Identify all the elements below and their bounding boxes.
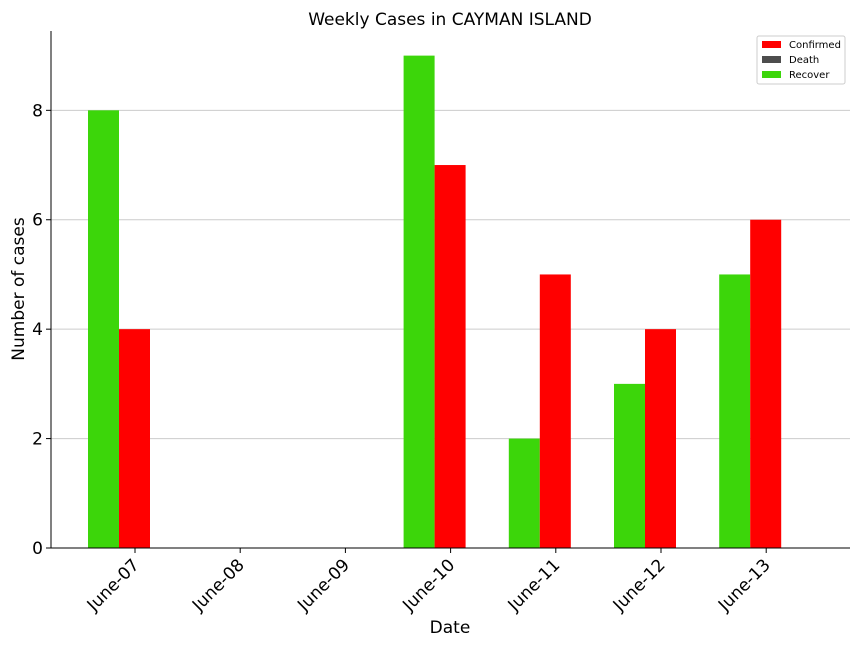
y-axis-ticks: 0 2 4 6 8 xyxy=(32,101,51,559)
bar-confirmed xyxy=(539,274,571,548)
legend-label: Death xyxy=(789,55,819,66)
legend-label: Confirmed xyxy=(789,40,841,51)
chart-title: Weekly Cases in CAYMAN ISLAND xyxy=(308,10,592,30)
x-axis-ticks: June-07 June-08 June-09 June-10 June-11 June-… xyxy=(83,548,775,616)
x-tick-label: June-12 xyxy=(609,555,670,616)
x-tick-label: June-09 xyxy=(293,555,354,616)
legend-label: Recover xyxy=(789,70,830,81)
legend-swatch xyxy=(762,41,781,48)
y-axis-label: Number of cases xyxy=(9,217,29,361)
y-tick-label: 8 xyxy=(32,101,43,121)
bar-recover xyxy=(614,383,645,548)
bar-confirmed xyxy=(645,329,676,548)
x-tick-label: June-11 xyxy=(504,555,565,616)
x-axis-label: Date xyxy=(430,618,471,638)
bar-confirmed xyxy=(750,219,782,548)
y-tick-label: 0 xyxy=(32,539,43,559)
x-tick-label: June-08 xyxy=(188,555,249,616)
bar-recover xyxy=(508,438,540,548)
bar-confirmed xyxy=(119,329,150,548)
bar-recover xyxy=(88,110,119,549)
legend: Confirmed Death Recover xyxy=(756,35,846,85)
bars xyxy=(88,55,782,549)
bar-confirmed xyxy=(434,165,466,548)
y-tick-label: 4 xyxy=(32,320,43,340)
x-tick-label: June-07 xyxy=(83,555,144,616)
bar-recover xyxy=(403,55,435,548)
y-tick-label: 6 xyxy=(32,211,43,231)
y-tick-label: 2 xyxy=(32,430,43,450)
legend-swatch xyxy=(762,71,781,78)
bar-recover xyxy=(719,274,751,548)
x-tick-label: June-10 xyxy=(398,555,459,616)
legend-swatch xyxy=(762,56,781,63)
x-tick-label: June-13 xyxy=(714,555,775,616)
